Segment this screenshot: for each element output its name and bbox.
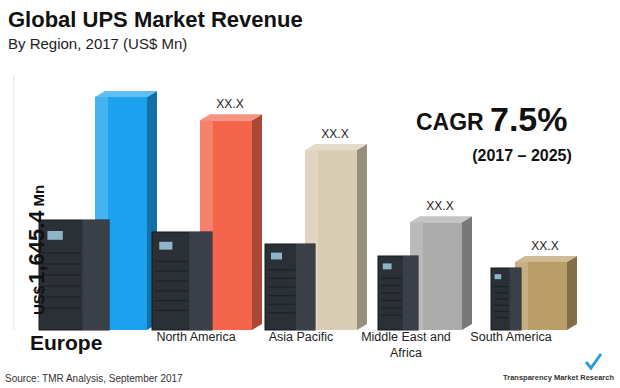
bar-top [410, 216, 472, 222]
value-label: XX.X [216, 97, 243, 111]
category-line: Africa [390, 346, 422, 360]
value-label-part: Mn [30, 185, 47, 207]
ups-vent [155, 310, 188, 311]
ups-cabinet-side [82, 220, 109, 330]
ups-vent [494, 317, 509, 318]
bar-side [567, 256, 577, 330]
ups-vent [268, 295, 295, 296]
category-label: Europe [30, 331, 102, 354]
ups-display [495, 274, 502, 279]
ups-vent [155, 300, 188, 301]
ups-vent [155, 271, 188, 272]
ups-cabinet [39, 220, 109, 330]
bar-side [462, 216, 472, 330]
ups-vent [42, 297, 81, 298]
value-axis [14, 75, 15, 330]
ups-cabinet [152, 232, 212, 330]
bar-front [515, 262, 567, 330]
category-line: South America [470, 330, 551, 344]
ups-vent [494, 299, 509, 300]
logo-check [586, 354, 601, 368]
bar [410, 216, 472, 330]
ups-vent [494, 311, 509, 312]
ups-vent [381, 278, 402, 279]
category-label: South America [470, 330, 551, 344]
bar-top [200, 114, 262, 120]
ups-vent [381, 285, 402, 286]
ups-cabinet-side [296, 244, 315, 330]
ups-display [271, 253, 282, 260]
bar-top [95, 91, 157, 97]
subtitle: By Region, 2017 (US$ Mn) [8, 35, 187, 52]
ups-vent [494, 292, 509, 293]
ups-vent [494, 286, 509, 287]
ups-vent [381, 315, 402, 316]
ups-display [47, 231, 62, 240]
ups-vent [268, 287, 295, 288]
ups-vent [42, 308, 81, 309]
source: Source: TMR Analysis, September 2017 [5, 373, 183, 384]
category-label: Asia Pacific [269, 330, 334, 344]
annotation: CAGR [416, 109, 484, 135]
bar-side [357, 144, 367, 330]
category-label: North America [156, 330, 235, 344]
logo: Transparency Market Research [503, 354, 614, 382]
category-line: Asia Pacific [269, 330, 334, 344]
value-label-part: 1,645.4 [24, 210, 49, 284]
ups-vent [268, 278, 295, 279]
value-label: XX.X [426, 199, 453, 213]
ups-cabinet [491, 268, 521, 330]
ups-vent [155, 290, 188, 291]
ups-cabinet-side [189, 232, 212, 330]
ups-vent [268, 304, 295, 305]
bar-side [252, 114, 262, 330]
labels: Europe US$1,645.4 Mn North America XX.X Asia … [24, 97, 559, 360]
ups-vent [494, 305, 509, 306]
ups-vent [268, 269, 295, 270]
ups-units [39, 220, 521, 330]
bars [95, 91, 577, 330]
ups-display [159, 242, 172, 250]
ups-vent [381, 307, 402, 308]
ups-cabinet [265, 244, 315, 330]
chart: Global UPS Market Revenue By Region, 2017… [0, 0, 620, 388]
bar-top [305, 144, 367, 150]
ups-cabinet [378, 256, 418, 330]
title: Global UPS Market Revenue [8, 7, 303, 32]
annotation: 7.5% [490, 100, 568, 138]
ups-cabinet-side [403, 256, 418, 330]
ups-vent [268, 312, 295, 313]
ups-display [383, 263, 392, 269]
annotation: (2017 – 2025) [472, 147, 572, 164]
ups-vent [381, 300, 402, 301]
category-line: Middle East and [361, 330, 451, 344]
logo-text: Transparency Market Research [503, 373, 614, 382]
ups-vent [155, 281, 188, 282]
category-label: Middle East and Africa [361, 330, 451, 360]
ups-vent [42, 286, 81, 287]
bar-top [515, 256, 577, 262]
ups-cabinet-side [510, 268, 521, 330]
value-label: XX.X [531, 239, 558, 253]
ups-vent [155, 261, 188, 262]
value-label: XX.X [321, 127, 348, 141]
value-label-part: US$ [30, 285, 47, 315]
ups-vent [381, 293, 402, 294]
value-label: US$1,645.4 Mn [24, 185, 49, 315]
category-line: North America [156, 330, 235, 344]
bar [515, 256, 577, 330]
